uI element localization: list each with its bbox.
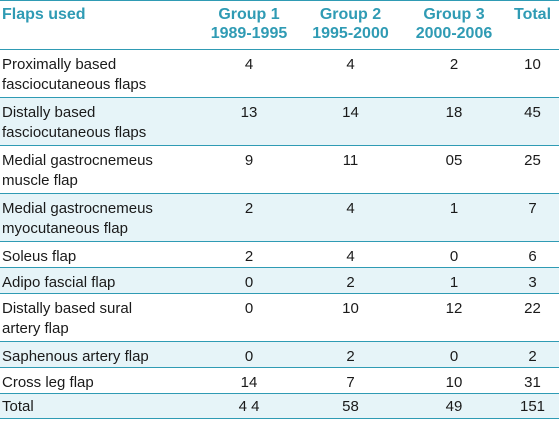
group-3-value: 10 [445, 374, 463, 391]
group-2-value: 10 [342, 300, 359, 317]
row-label: Saphenous artery flap [0, 341, 199, 368]
row-label-line: Proximally based [2, 56, 117, 73]
row-label: Total [0, 393, 199, 419]
table-row: Cross leg flap 14 7 10 31 [0, 368, 559, 394]
row-label: Soleus flap [0, 242, 199, 268]
group-3-value: 0 [402, 341, 506, 368]
row-label-line: Soleus flap [2, 248, 77, 265]
total-value: 2 [506, 341, 559, 368]
group-1-value: 0 [199, 341, 299, 368]
group-1-value: 0 [199, 267, 299, 294]
group-3-value: 0 [449, 248, 459, 265]
row-label-line: Adipo fascial flap [2, 274, 116, 291]
row-label-line: Cross leg flap [2, 374, 94, 391]
header-total: Total [506, 0, 559, 50]
table-row: Soleus flap 2 4 0 6 [0, 242, 559, 268]
total-value: 25 [524, 152, 541, 169]
group-3-value: 05 [445, 152, 463, 169]
row-label-line: Medial gastrocnemeus [2, 152, 153, 169]
table-body: Proximally based fasciocutaneous flaps 4 4 2… [0, 50, 559, 419]
group-1-value: 4 [244, 56, 254, 73]
row-label: Cross leg flap [0, 368, 199, 394]
group-2-value: 4 [299, 193, 402, 242]
group-3-value: 2 [449, 56, 459, 73]
header-line: 1995-2000 [312, 25, 389, 42]
header-line: 2000-2006 [415, 25, 493, 42]
row-label: Medial gastrocnemeus muscle flap [0, 146, 199, 194]
header-line: Group 1 [218, 6, 280, 23]
group-3-value: 49 [402, 393, 506, 419]
table-header: Flaps used Group 1 1989-1995 Group 2 199… [0, 0, 559, 50]
group-2-value: 58 [299, 393, 402, 419]
header-flaps-used: Flaps used [0, 0, 199, 50]
total-value: 45 [506, 97, 559, 146]
row-label: Distally based fasciocutaneous flaps [0, 97, 199, 146]
total-value: 10 [524, 56, 541, 73]
row-label-line: Distally based [2, 104, 96, 121]
row-label-line: artery flap [2, 320, 69, 337]
group-2-value: 4 [346, 248, 355, 265]
row-label-line: fasciocutaneous flaps [2, 124, 147, 141]
group-1-value: 0 [244, 300, 254, 317]
row-label: Distally based sural artery flap [0, 294, 199, 342]
header-group-1: Group 1 1989-1995 [199, 0, 299, 50]
header-line: Group 2 [319, 6, 382, 23]
table-row: Distally based fasciocutaneous flaps 13 14 1… [0, 97, 559, 146]
row-label-line: fasciocutaneous flaps [2, 76, 147, 93]
row-label: Medial gastrocnemeus myocutaneous flap [0, 193, 199, 242]
total-value: 7 [506, 193, 559, 242]
group-1-value: 2 [244, 248, 254, 265]
row-label-line: Total [2, 398, 34, 415]
group-3-value: 12 [445, 300, 463, 317]
header-row: Flaps used Group 1 1989-1995 Group 2 199… [0, 0, 559, 50]
group-2-value: 11 [342, 152, 359, 169]
header-line: Total [513, 6, 552, 23]
group-2-value: 7 [346, 374, 355, 391]
header-group-2: Group 2 1995-2000 [299, 0, 402, 50]
group-2-value: 2 [299, 341, 402, 368]
table-row: Saphenous artery flap 0 2 0 2 [0, 341, 559, 368]
row-label-line: muscle flap [2, 172, 78, 189]
group-3-value: 1 [402, 267, 506, 294]
group-2-value: 4 [346, 56, 355, 73]
table-row: Medial gastrocnemeus myocutaneous flap 2 4 1… [0, 193, 559, 242]
header-line: Group 3 [423, 6, 485, 23]
group-1-value: 13 [199, 97, 299, 146]
group-1-value: 4 4 [199, 393, 299, 419]
header-group-3: Group 3 2000-2006 [402, 0, 506, 50]
row-label: Adipo fascial flap [0, 267, 199, 294]
group-1-value: 9 [244, 152, 254, 169]
header-line: 1989-1995 [210, 25, 288, 42]
total-value: 151 [506, 393, 559, 419]
row-label-line: Distally based sural [2, 300, 133, 317]
table-row: Medial gastrocnemeus muscle flap 9 11 05 25 [0, 146, 559, 194]
group-2-value: 14 [299, 97, 402, 146]
total-value: 31 [524, 374, 541, 391]
row-label-line: Medial gastrocnemeus [2, 200, 153, 217]
table-row: Total 4 4 58 49 151 [0, 393, 559, 419]
group-3-value: 1 [402, 193, 506, 242]
group-3-value: 18 [402, 97, 506, 146]
total-value: 3 [506, 267, 559, 294]
total-value: 22 [524, 300, 541, 317]
total-value: 6 [528, 248, 537, 265]
table-row: Distally based sural artery flap 0 10 12 22 [0, 294, 559, 342]
row-label-line: myocutaneous flap [2, 220, 128, 237]
table-row: Adipo fascial flap 0 2 1 3 [0, 267, 559, 294]
header-line: Flaps used [2, 6, 86, 23]
group-1-value: 2 [199, 193, 299, 242]
group-1-value: 14 [240, 374, 258, 391]
group-2-value: 2 [299, 267, 402, 294]
row-label: Proximally based fasciocutaneous flaps [0, 50, 199, 98]
row-label-line: Saphenous artery flap [2, 348, 149, 365]
table-row: Proximally based fasciocutaneous flaps 4 4 2… [0, 50, 559, 98]
